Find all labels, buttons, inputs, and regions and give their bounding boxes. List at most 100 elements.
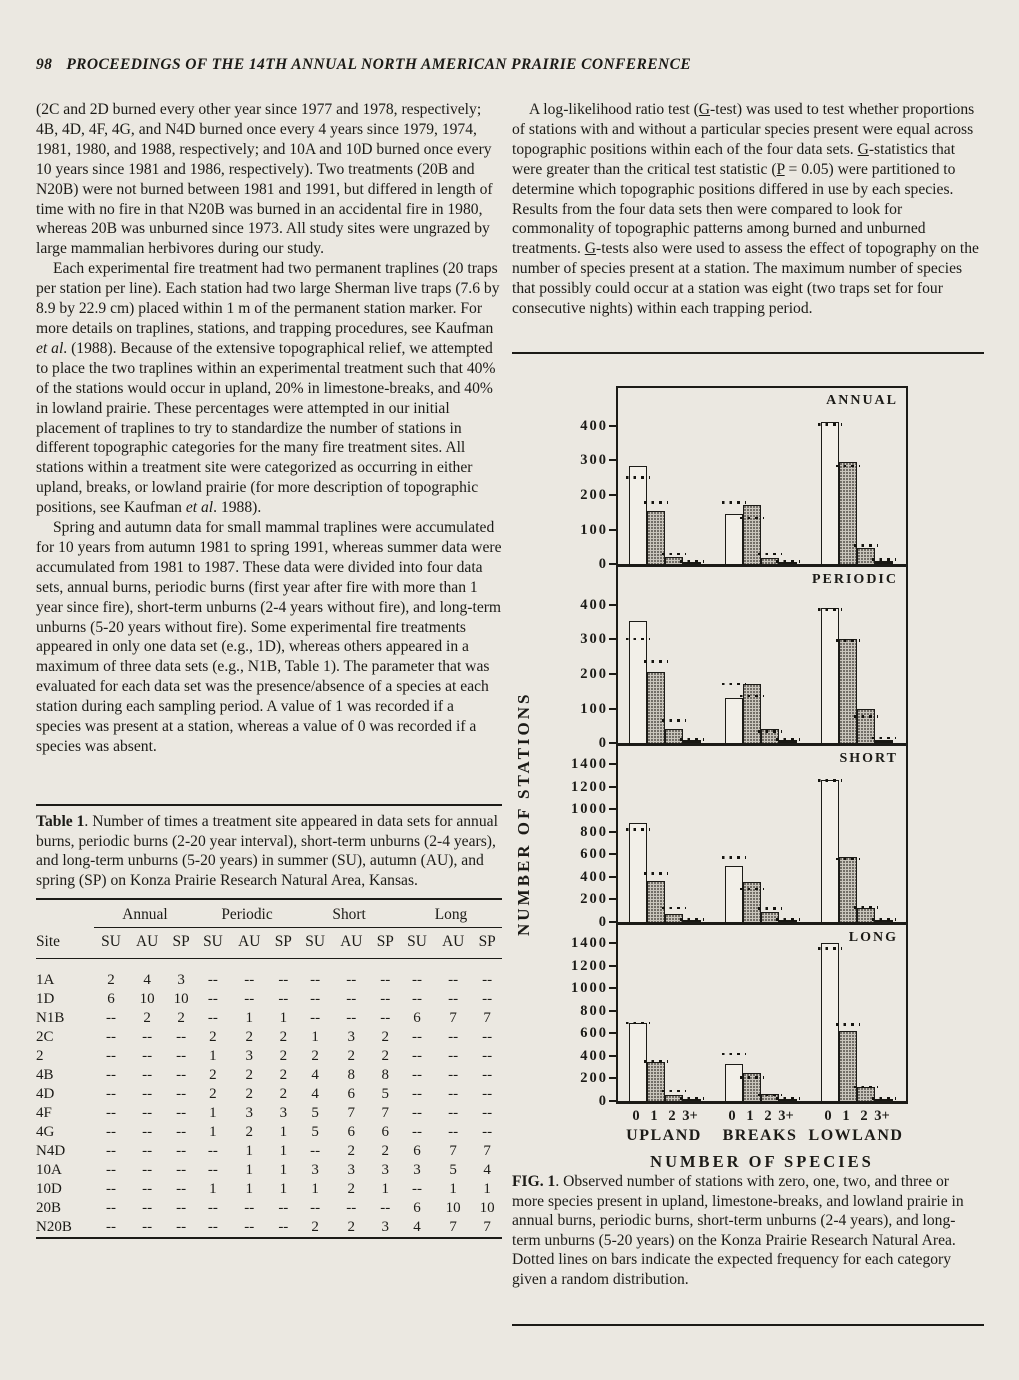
expected-frequency-line <box>626 828 650 832</box>
expected-frequency-line <box>836 857 860 861</box>
y-tick-label: 400 <box>580 868 608 885</box>
value-cell: 2 <box>347 1219 356 1236</box>
value-cell: 1 <box>209 1181 217 1198</box>
value-cell: -- <box>142 1067 153 1084</box>
value-cell: 3 <box>311 1162 319 1179</box>
value-cell: 1 <box>279 1010 288 1027</box>
y-tick-mark <box>609 964 616 967</box>
expected-frequency-line <box>680 559 704 563</box>
expected-frequency-line <box>722 682 746 686</box>
value-cell: 2 <box>245 1086 253 1103</box>
value-cell: 3 <box>381 1219 390 1236</box>
bar-upland-1 <box>647 1062 665 1101</box>
value-cell: -- <box>105 1143 116 1160</box>
table-row: 1A 2 4 3 -- -- -- -- -- -- -- -- -- <box>36 959 502 991</box>
y-tick-mark <box>609 987 616 990</box>
y-tick-mark <box>609 921 616 923</box>
bar-breaks-1 <box>743 1072 761 1101</box>
y-tick-mark <box>609 875 616 878</box>
figure-x-axis-label: NUMBER OF SPECIES <box>650 1152 874 1171</box>
value-cell: -- <box>176 1200 187 1217</box>
panel-title-periodic: PERIODIC <box>811 572 898 587</box>
value-cell: 2 <box>381 1029 390 1046</box>
value-cell: 4 <box>311 1067 319 1084</box>
value-cell: 6 <box>413 1010 421 1027</box>
value-cell: -- <box>105 1219 116 1236</box>
value-cell: -- <box>482 1086 493 1103</box>
value-cell: 1 <box>245 1010 253 1027</box>
value-cell: -- <box>310 1143 321 1160</box>
expected-frequency-line <box>818 608 842 611</box>
x-group-label-upland: UPLAND <box>626 1127 702 1144</box>
value-cell: -- <box>412 1029 423 1046</box>
y-tick-mark <box>609 785 616 788</box>
value-cell: -- <box>380 972 391 989</box>
y-tick-mark <box>609 1032 616 1035</box>
bar-breaks-0 <box>725 698 743 743</box>
bar-breaks-1 <box>743 684 761 743</box>
value-cell: 5 <box>449 1162 457 1179</box>
value-cell: 2 <box>245 1067 253 1084</box>
paragraph-traplines: Each experimental fire treatment had two… <box>36 260 500 517</box>
value-cell: -- <box>482 1067 493 1084</box>
value-cell: -- <box>412 991 423 1008</box>
value-cell: 1 <box>279 1143 288 1160</box>
bar-lowland-1 <box>839 639 857 743</box>
table-group-header-row: Annual Periodic Short Long <box>36 904 502 929</box>
value-cell: -- <box>207 991 218 1008</box>
value-cell: -- <box>346 1200 357 1217</box>
expected-frequency-line <box>662 718 686 722</box>
y-tick-mark <box>609 1054 616 1057</box>
x-tick-label: 1 <box>842 1108 850 1124</box>
table-row: 4F -- -- -- 1 3 3 5 7 7 -- -- -- <box>36 1104 502 1123</box>
bar-breaks-1 <box>743 881 761 922</box>
value-cell: -- <box>176 1029 187 1046</box>
value-cell: -- <box>105 1086 116 1103</box>
chart-panel-long: LONG 0 200 400 600 800 1000 1200 1400 <box>571 923 908 1109</box>
site-cell: 2C <box>36 1029 54 1046</box>
value-cell: -- <box>176 1181 187 1198</box>
site-cell: 4G <box>36 1124 55 1141</box>
value-cell: -- <box>105 1105 116 1122</box>
group-header-periodic: Periodic <box>195 904 299 929</box>
expected-frequency-line <box>836 1023 860 1026</box>
site-cell: 4D <box>36 1086 55 1103</box>
value-cell: -- <box>176 1105 187 1122</box>
expected-frequency-line <box>626 1021 650 1025</box>
expected-frequency-line <box>854 544 878 548</box>
value-cell: -- <box>412 1048 423 1065</box>
expected-frequency-line <box>872 917 896 921</box>
value-cell: -- <box>310 991 321 1008</box>
figure-x-group-labels: UPLAND BREAKS LOWLAND <box>616 1127 908 1147</box>
expected-frequency-line <box>662 906 686 910</box>
figure-caption: FIG. 1. Observed number of stations with… <box>512 1173 964 1288</box>
value-cell: 10 <box>139 991 155 1008</box>
bar-lowland-3+ <box>875 560 893 564</box>
x-tick-label: 2 <box>668 1108 676 1124</box>
value-cell: 6 <box>107 991 115 1008</box>
bar-lowland-1 <box>839 462 857 564</box>
value-cell: -- <box>176 1086 187 1103</box>
value-cell: -- <box>482 1048 493 1065</box>
value-cell: -- <box>105 1162 116 1179</box>
value-cell: -- <box>142 1048 153 1065</box>
value-cell: 7 <box>483 1219 491 1236</box>
y-tick-mark <box>609 424 616 427</box>
value-cell: 6 <box>413 1200 421 1217</box>
expected-frequency-line <box>722 856 746 859</box>
expected-frequency-line <box>626 476 650 479</box>
value-cell: 3 <box>381 1162 390 1179</box>
value-cell: 3 <box>279 1105 288 1122</box>
table-caption: Table 1. Number of times a treatment sit… <box>36 813 498 889</box>
expected-frequency-line <box>644 871 668 875</box>
value-cell: -- <box>482 1029 493 1046</box>
value-cell: -- <box>380 991 391 1008</box>
value-cell: 8 <box>347 1067 356 1084</box>
value-cell: -- <box>278 1200 289 1217</box>
figure-top-rule <box>512 352 984 354</box>
value-cell: -- <box>105 1200 116 1217</box>
paragraph-gtest: A log-likelihood ratio test (G-test) was… <box>512 101 979 318</box>
bar-lowland-0 <box>821 421 839 564</box>
x-tick-label: 3+ <box>778 1108 794 1124</box>
value-cell: 3 <box>245 1048 253 1065</box>
